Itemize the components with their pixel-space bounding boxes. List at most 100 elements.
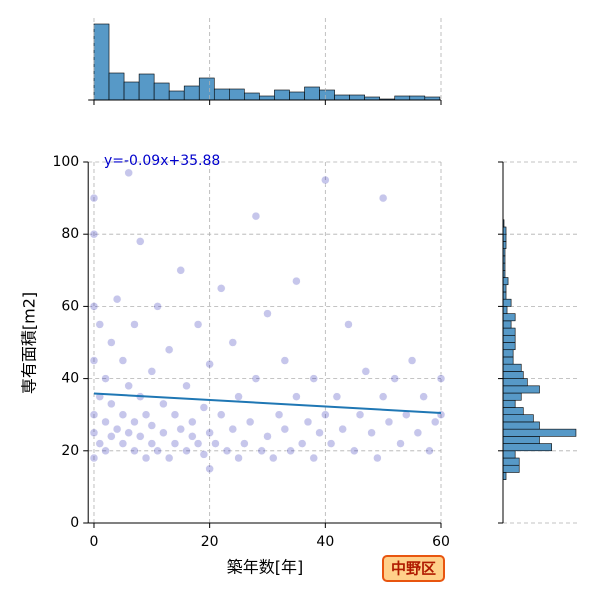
scatter-point	[101, 446, 110, 456]
x-tick-label: 20	[201, 534, 219, 550]
histogram-bar	[259, 95, 275, 101]
scatter-point	[182, 446, 191, 456]
histogram-bar	[502, 421, 540, 430]
histogram-bar	[229, 88, 245, 101]
scatter-point	[170, 439, 180, 448]
scatter-point	[147, 367, 157, 376]
scatter-point	[89, 356, 99, 365]
scatter-point	[286, 446, 295, 456]
histogram-bar	[502, 428, 577, 437]
scatter-point	[280, 424, 290, 434]
histogram-bar	[213, 88, 230, 101]
scatter-point	[373, 453, 382, 463]
scatter-point	[407, 356, 417, 365]
histogram-bar	[183, 85, 200, 101]
scatter-point	[112, 424, 122, 434]
histogram-bar	[502, 334, 516, 343]
histogram-bar	[502, 298, 512, 307]
scatter-point	[95, 439, 105, 448]
badge-box	[382, 555, 445, 582]
scatter-point	[234, 453, 243, 463]
scatter-point	[112, 294, 122, 304]
histogram-bar	[502, 443, 552, 452]
histogram-bar	[502, 327, 516, 336]
scatter-point	[245, 417, 255, 427]
scatter-point	[153, 302, 162, 311]
y-tick-label: 0	[70, 515, 79, 531]
scatter-point	[430, 417, 440, 427]
histogram-bar	[502, 450, 516, 459]
histogram-bar	[502, 342, 516, 351]
scatter-point	[378, 392, 388, 401]
scatter-point	[292, 392, 301, 401]
scatter-point	[234, 392, 243, 401]
scatter-point	[124, 428, 133, 437]
scatter-point	[193, 439, 203, 448]
scatter-point	[269, 453, 278, 463]
histogram-bar	[289, 91, 305, 101]
histogram-bar	[244, 92, 260, 101]
scatter-point	[130, 320, 139, 329]
histogram-bar	[502, 392, 522, 401]
scatter-point	[367, 428, 376, 437]
regression-line	[93, 392, 442, 414]
scatter-point	[355, 410, 365, 419]
scatter-point	[425, 446, 434, 456]
scatter-point	[338, 424, 347, 434]
scatter-point	[188, 417, 197, 427]
y-tick-label: 60	[61, 298, 79, 314]
scatter-point	[182, 381, 191, 391]
scatter-point	[419, 392, 428, 401]
x-axis-label: 築年数[年]	[227, 558, 304, 577]
scatter-point	[344, 320, 353, 329]
scatter-point	[321, 410, 330, 419]
scatter-point	[228, 338, 238, 347]
histogram-bar	[319, 89, 335, 101]
histogram-bar	[168, 90, 185, 101]
histogram-bar	[502, 457, 520, 466]
scatter-point	[297, 439, 307, 448]
scatter-point	[332, 392, 342, 401]
scatter-point	[263, 309, 272, 318]
scatter-point	[326, 439, 336, 448]
x-tick-label: 0	[90, 534, 99, 550]
scatter-point	[263, 432, 272, 441]
histogram-bar	[274, 89, 290, 101]
scatter-point	[436, 374, 446, 383]
histogram-bar	[502, 464, 520, 473]
histogram-bar	[502, 385, 540, 394]
scatter-point	[141, 410, 151, 419]
scatter-point	[274, 410, 284, 419]
scatter-point	[164, 345, 174, 354]
scatter-point	[164, 453, 174, 463]
scatter-point	[378, 193, 388, 203]
x-tick-label: 40	[316, 534, 334, 550]
histogram-bar	[349, 94, 365, 101]
scatter-point	[95, 320, 105, 329]
y-axis-label: 専有面積[m2]	[20, 292, 39, 394]
scatter-point	[124, 168, 133, 178]
scatter-point	[130, 417, 139, 427]
scatter-point	[136, 432, 145, 441]
histogram-bar	[502, 371, 524, 379]
histogram-bar	[502, 378, 528, 387]
histogram-bar	[108, 72, 125, 101]
scatter-point	[315, 428, 324, 437]
scatter-point	[303, 417, 313, 427]
scatter-point	[309, 374, 319, 383]
scatter-point	[136, 237, 145, 246]
histogram-bar	[502, 414, 534, 423]
scatter-point	[361, 367, 371, 376]
scatter-point	[107, 338, 116, 347]
histogram-bar	[93, 23, 110, 101]
histogram-bar	[502, 277, 509, 286]
scatter-point	[188, 432, 197, 441]
histogram-bar	[123, 81, 140, 101]
scatter-point	[211, 439, 220, 448]
scatter-point	[107, 432, 116, 441]
scatter-point	[153, 446, 162, 456]
scatter-point	[205, 464, 214, 474]
scatter-point	[240, 439, 249, 448]
scatter-point	[199, 403, 209, 412]
